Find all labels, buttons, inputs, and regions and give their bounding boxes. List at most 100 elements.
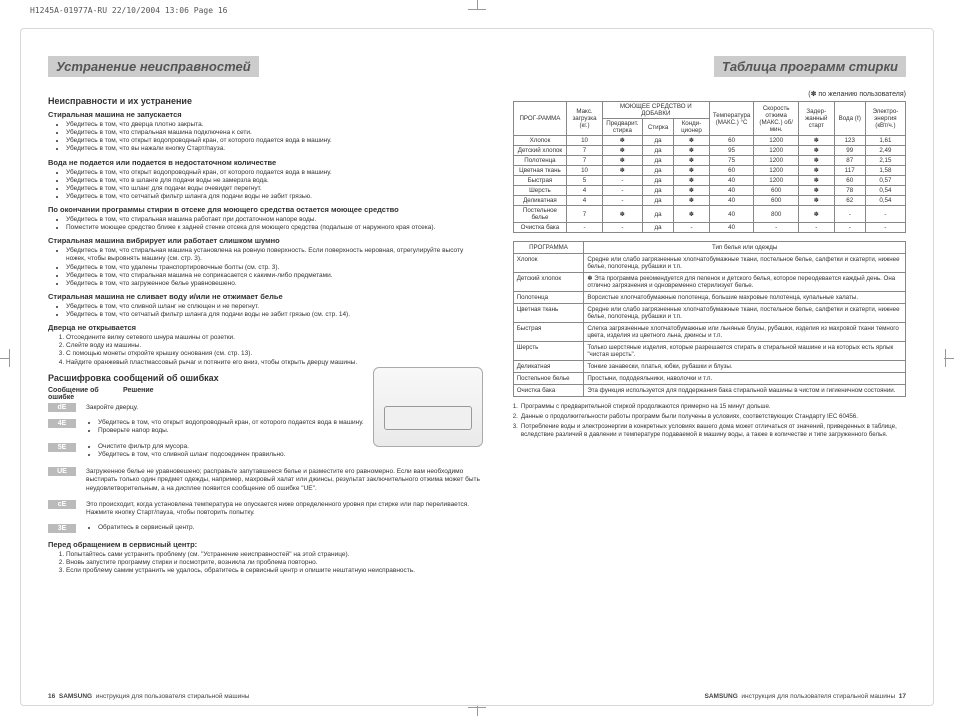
table-cell: - bbox=[567, 223, 603, 233]
table-cell: 60 bbox=[709, 166, 754, 176]
table-row: БыстраяСлегка загрязненные хлопчатобумаж… bbox=[513, 323, 905, 342]
table-cell: 1200 bbox=[754, 166, 799, 176]
table-cell: ✽ Эта программа рекомендуется для пелено… bbox=[584, 273, 906, 292]
table-cell: Очистка бака bbox=[513, 385, 584, 397]
error-solution: Убедитесь в том, что открыт водопроводны… bbox=[86, 419, 367, 437]
problem-heading: Стиральная машина не запускается bbox=[48, 110, 483, 119]
table-cell: 62 bbox=[834, 196, 865, 206]
table-row: ПолотенцаВорсистые хлопчатобумажные поло… bbox=[513, 292, 905, 304]
table-cell: 600 bbox=[754, 196, 799, 206]
table-cell: 40 bbox=[709, 176, 754, 186]
table-cell: 2,49 bbox=[865, 146, 905, 156]
table-cell: 75 bbox=[709, 156, 754, 166]
crop-mark bbox=[468, 0, 486, 18]
table-cell: ✽ bbox=[674, 196, 710, 206]
table-cell: ✽ bbox=[602, 156, 642, 166]
table-cell: Средне или слабо загрязненные хлопчатобу… bbox=[584, 304, 906, 323]
table-row: Хлопок10✽да✽601200✽1231,61 bbox=[513, 136, 905, 146]
error-row: dE Закройте дверцу. bbox=[48, 403, 367, 413]
before-service-list: Попытайтесь сами устранить проблему (см.… bbox=[48, 551, 483, 575]
table-cell: ✽ bbox=[674, 146, 710, 156]
error-header-solution: Решение bbox=[123, 387, 154, 401]
table-cell: - bbox=[602, 196, 642, 206]
table-cell: Слегка загрязненные хлопчатобумажные или… bbox=[584, 323, 906, 342]
table-cell: 5 bbox=[567, 176, 603, 186]
error-solution: Закройте дверцу. bbox=[86, 403, 367, 413]
table-cell: 40 bbox=[709, 196, 754, 206]
table-cell: Постельное белье bbox=[513, 206, 566, 223]
table-cell: Хлопок bbox=[513, 136, 566, 146]
table-cell: ✽ bbox=[798, 176, 834, 186]
list-item: Убедитесь в том, что сетчатый фильтр шла… bbox=[66, 193, 483, 201]
error-solution: Это происходит, когда установлена темпер… bbox=[86, 500, 483, 518]
list-item: С помощью монеты откройте крышку основан… bbox=[66, 350, 483, 358]
table-cell: 0,54 bbox=[865, 196, 905, 206]
list-item: Убедитесь в том, что стиральная машина р… bbox=[66, 216, 483, 224]
table-cell: ✽ bbox=[798, 156, 834, 166]
table-cell: - bbox=[865, 223, 905, 233]
table-cell: - bbox=[798, 223, 834, 233]
table-cell: Цветная ткань bbox=[513, 166, 566, 176]
footer-text: инструкция для пользователя стиральной м… bbox=[741, 693, 895, 700]
table-cell: - bbox=[865, 206, 905, 223]
list-item: Убедитесь в том, что стиральная машина н… bbox=[66, 272, 483, 280]
th-delay: Задер-жанный старт bbox=[798, 102, 834, 136]
table-cell: 1,58 bbox=[865, 166, 905, 176]
table-cell: Очистка бака bbox=[513, 223, 566, 233]
table-cell: ✽ bbox=[674, 136, 710, 146]
table-cell: Тонкие занавески, платья, юбки, рубашки … bbox=[584, 361, 906, 373]
problem-list: Убедитесь в том, что стиральная машина у… bbox=[48, 247, 483, 288]
problem-heading: Дверца не открывается bbox=[48, 323, 483, 332]
list-item: Убедитесь в том, что открыт водопроводны… bbox=[66, 169, 483, 177]
problem-heading: Стиральная машина не сливает воду и/или … bbox=[48, 292, 483, 301]
table-cell: 600 bbox=[754, 186, 799, 196]
page-footer-left: 16 SAMSUNG инструкция для пользователя с… bbox=[48, 693, 249, 700]
th-energy: Электро-энергия (кВт/ч.) bbox=[865, 102, 905, 136]
table-row: ДеликатнаяТонкие занавески, платья, юбки… bbox=[513, 361, 905, 373]
th-temp: Температура (МАКС.) °C bbox=[709, 102, 754, 136]
table-cell: 60 bbox=[709, 136, 754, 146]
error-table-header: Сообщение об ошибке Решение bbox=[48, 387, 367, 401]
table-cell: 1200 bbox=[754, 146, 799, 156]
table-cell: 40 bbox=[709, 223, 754, 233]
list-item: Поместите моющее средство ближе к задней… bbox=[66, 224, 483, 232]
th-program: ПРОГ-РАММА bbox=[513, 102, 566, 136]
table-cell: Постельное белье bbox=[513, 373, 584, 385]
footnotes: 1.Программы с предварительной стиркой пр… bbox=[513, 403, 906, 439]
table-cell: да bbox=[642, 223, 673, 233]
table-cell: да bbox=[642, 146, 673, 156]
table-cell: 95 bbox=[709, 146, 754, 156]
table-cell: - bbox=[834, 206, 865, 223]
error-code: 3E bbox=[48, 524, 76, 533]
list-item: Попытайтесь сами устранить проблему (см.… bbox=[66, 551, 483, 559]
table-cell: Деликатная bbox=[513, 196, 566, 206]
error-row: cEЭто происходит, когда установлена темп… bbox=[48, 500, 483, 518]
table-row: Детский хлопок7✽да✽951200✽992,49 bbox=[513, 146, 905, 156]
brand: SAMSUNG bbox=[59, 693, 92, 700]
list-item: Найдите оранжевый пластмассовый рычаг и … bbox=[66, 359, 483, 367]
table-cell: ✽ bbox=[798, 136, 834, 146]
table-cell: ✽ bbox=[798, 146, 834, 156]
table-cell: 0,57 bbox=[865, 176, 905, 186]
list-item: Проверьте напор воды. bbox=[98, 427, 367, 435]
error-solution-text: Загруженное белье не уравновешено; распр… bbox=[86, 468, 483, 492]
error-code: dE bbox=[48, 403, 76, 412]
table-cell: да bbox=[642, 206, 673, 223]
list-item: Убедитесь в том, что открыт водопроводны… bbox=[98, 419, 367, 427]
table-cell: - bbox=[674, 223, 710, 233]
table-cell: Ворсистые хлопчатобумажные полотенца, бо… bbox=[584, 292, 906, 304]
table-cell: Только шерстяные изделия, которые разреш… bbox=[584, 342, 906, 361]
table-row: Быстрая5-да✽401200✽600,57 bbox=[513, 176, 905, 186]
list-item: Убедитесь в том, что шланг для подачи во… bbox=[66, 185, 483, 193]
table-cell: 1200 bbox=[754, 156, 799, 166]
table-cell: Простыни, пододеяльники, наволочки и т.п… bbox=[584, 373, 906, 385]
list-item: Убедитесь в том, что вы нажали кнопку Ст… bbox=[66, 145, 483, 153]
list-item: Убедитесь в том, что дверца плотно закры… bbox=[66, 121, 483, 129]
footnote: 2.Данные о продолжительности работы прог… bbox=[513, 413, 906, 421]
table-row: Очистка бакаЭта функция используется для… bbox=[513, 385, 905, 397]
table-cell: ✽ bbox=[798, 196, 834, 206]
page-number: 17 bbox=[899, 693, 906, 700]
table-cell: ✽ bbox=[602, 166, 642, 176]
table-row: ХлопокСредне или слабо загрязненные хлоп… bbox=[513, 254, 905, 273]
table-cell: 4 bbox=[567, 186, 603, 196]
